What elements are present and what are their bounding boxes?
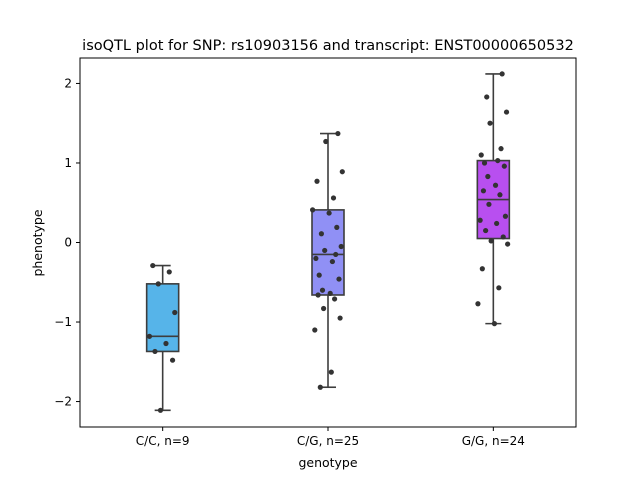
data-point <box>488 238 494 244</box>
data-point <box>338 243 344 250</box>
y-tick-label: −1 <box>54 315 72 329</box>
axes: −2 −1 0 1 2 C/C, n=9 C/G, n=25 G/G, n=24 <box>54 76 525 448</box>
data-point <box>479 266 485 272</box>
y-tick-label: 1 <box>64 156 72 170</box>
data-point <box>495 157 501 164</box>
data-point <box>318 231 324 237</box>
x-tick-label: C/C, n=9 <box>136 434 190 448</box>
data-point <box>150 262 156 269</box>
data-point <box>335 130 341 137</box>
plot-area <box>145 71 511 413</box>
data-point <box>499 71 505 77</box>
data-point <box>486 201 492 207</box>
data-point <box>169 357 176 363</box>
data-point <box>502 213 509 219</box>
data-point <box>312 327 318 333</box>
box-group <box>475 71 511 327</box>
y-axis-label: phenotype <box>30 209 45 276</box>
box-iqr <box>145 283 180 353</box>
data-point <box>314 178 320 184</box>
data-point <box>329 258 335 265</box>
data-point <box>498 146 504 152</box>
box-group <box>145 262 180 413</box>
data-point <box>483 227 489 234</box>
data-point <box>333 251 339 258</box>
x-tick-label: G/G, n=24 <box>462 434 525 448</box>
data-point <box>491 321 498 327</box>
data-point <box>328 369 334 375</box>
data-point <box>323 138 329 145</box>
data-point <box>310 207 316 213</box>
data-point <box>485 173 491 180</box>
box-iqr <box>311 209 345 296</box>
data-point <box>152 348 158 355</box>
data-point <box>330 195 337 201</box>
data-point <box>501 163 507 169</box>
data-point <box>322 247 328 254</box>
data-point <box>339 169 345 175</box>
data-point <box>319 287 326 293</box>
y-tick-label: 0 <box>64 236 72 250</box>
x-axis-label: genotype <box>298 455 357 470</box>
data-point <box>166 269 172 275</box>
y-tick-label: −2 <box>54 395 72 409</box>
data-point <box>496 285 502 291</box>
data-point <box>172 309 178 316</box>
data-point <box>487 120 493 126</box>
data-point <box>494 220 500 227</box>
data-point <box>317 384 323 390</box>
data-point <box>497 192 503 198</box>
data-point <box>503 109 510 115</box>
data-point <box>484 94 490 100</box>
data-point <box>492 182 499 188</box>
data-point <box>505 241 511 247</box>
x-tick-label: C/G, n=25 <box>297 434 359 448</box>
box-group <box>310 130 345 390</box>
data-point <box>316 272 322 278</box>
data-point <box>334 224 340 230</box>
data-point <box>500 234 506 240</box>
data-point <box>327 290 333 296</box>
data-point <box>336 276 342 282</box>
data-point <box>337 315 343 321</box>
data-point <box>321 305 327 312</box>
data-point <box>146 333 153 339</box>
data-point <box>478 152 484 158</box>
data-point <box>313 255 319 262</box>
data-point <box>163 340 169 347</box>
data-point <box>477 217 483 223</box>
data-point <box>480 188 487 194</box>
data-point <box>326 210 332 216</box>
data-point <box>332 296 338 302</box>
data-point <box>155 281 161 287</box>
chart-title: isoQTL plot for SNP: rs10903156 and tran… <box>82 38 574 54</box>
data-point <box>315 292 321 298</box>
data-point <box>481 160 488 166</box>
y-tick-label: 2 <box>64 76 72 90</box>
data-point <box>475 301 481 307</box>
data-point <box>157 407 164 413</box>
